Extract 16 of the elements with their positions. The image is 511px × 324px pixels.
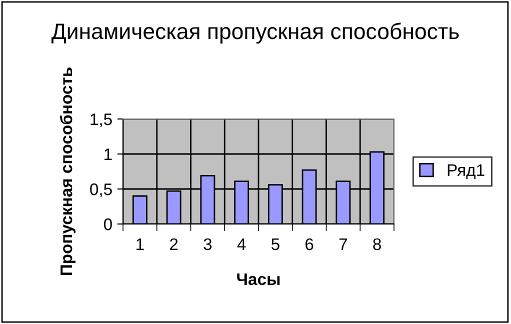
chart-title: Динамическая пропускная способность (51, 22, 459, 44)
x-tick-label: 6 (306, 238, 314, 250)
y-tick-label: 1 (104, 148, 112, 160)
y-tick-label: 0 (104, 218, 112, 230)
x-tick-label: 1 (136, 238, 144, 250)
y-axis-title: Пропускная способность (60, 68, 76, 276)
x-axis-title: Часы (237, 273, 280, 286)
x-tick-label: 5 (271, 238, 280, 250)
x-tick-label: 4 (237, 238, 246, 250)
x-tick-label: 7 (339, 238, 347, 250)
legend-label: Ряд1 (448, 164, 484, 180)
x-tick-label: 3 (204, 238, 212, 250)
y-tick-label: 1,5 (90, 114, 112, 128)
x-tick-label: 8 (373, 238, 381, 250)
y-tick-label: 0,5 (90, 183, 112, 198)
x-tick-label: 2 (170, 238, 178, 250)
